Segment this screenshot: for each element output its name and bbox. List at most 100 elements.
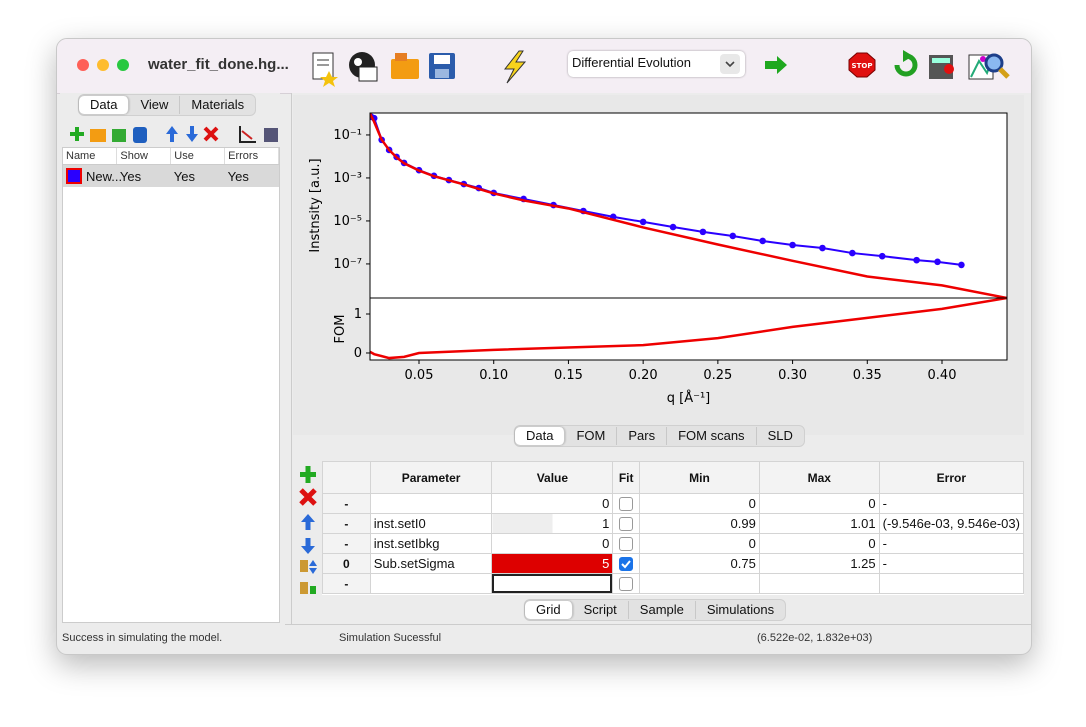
save-button[interactable]: [429, 53, 455, 79]
tab[interactable]: Simulations: [706, 602, 775, 617]
data-point: [878, 252, 886, 260]
tab[interactable]: Grid: [525, 601, 573, 619]
grid-cell-max[interactable]: 0: [758, 493, 880, 514]
y-tick-label: 10⁻⁷: [333, 257, 362, 272]
grid-cell-fit[interactable]: [612, 493, 641, 514]
grid-cell-error[interactable]: -: [878, 553, 1024, 574]
open-button[interactable]: [391, 53, 419, 79]
svg-text:STOP: STOP: [852, 62, 873, 70]
grid-cell-value[interactable]: 5: [491, 553, 614, 574]
grid-cell-min[interactable]: 0: [639, 533, 760, 554]
grid-cell-parameter[interactable]: inst.setIbkg: [369, 533, 493, 554]
grid-cell-fit[interactable]: [612, 533, 641, 554]
x-tick-label: 0.40: [928, 368, 957, 383]
data-row[interactable]: New... Yes Yes Yes: [63, 164, 279, 187]
stop-fit-button[interactable]: STOP: [848, 52, 876, 78]
tab[interactable]: View: [129, 96, 181, 114]
grid-cell-error[interactable]: -: [878, 533, 1024, 554]
add-data-button[interactable]: [70, 127, 84, 141]
grid-row: -: [322, 573, 1024, 594]
tab[interactable]: Pars: [617, 427, 668, 445]
grid-cell-error[interactable]: (-9.546e-03, 9.546e-03): [878, 513, 1024, 534]
grid-cell-max[interactable]: 1.01: [758, 513, 880, 534]
delete-data-button[interactable]: [203, 126, 219, 142]
grid-cell-parameter[interactable]: [369, 493, 493, 514]
grid-cell-value[interactable]: 1: [491, 513, 614, 534]
grid-column-header: Parameter: [369, 461, 493, 494]
grid-cell-max[interactable]: 0: [758, 533, 880, 554]
new-model-button[interactable]: [312, 52, 338, 87]
minimize-button[interactable]: [97, 59, 109, 71]
grid-cell-fit[interactable]: [612, 553, 641, 574]
fit-checkbox[interactable]: [619, 497, 634, 512]
row-header: 0: [322, 553, 371, 574]
grid-cell-min[interactable]: 0.99: [639, 513, 760, 534]
grid-cell-parameter[interactable]: inst.setI0: [369, 513, 493, 534]
tab[interactable]: FOM scans: [667, 427, 757, 445]
y-axis-label: Instnsity [a.u.]: [308, 158, 323, 252]
simulate-button[interactable]: [503, 50, 527, 84]
start-fit-button[interactable]: [765, 56, 787, 74]
fit-checkbox[interactable]: [619, 557, 634, 572]
move-up-button[interactable]: [166, 126, 178, 142]
grid-cell-fit[interactable]: [612, 573, 641, 594]
toolbar: STOP: [312, 50, 994, 87]
plot-settings-button[interactable]: [239, 126, 256, 143]
grid-cell-parameter[interactable]: Sub.setSigma: [369, 553, 493, 574]
y-tick-label: 1: [354, 307, 362, 322]
tab[interactable]: Materials: [191, 97, 245, 112]
tab[interactable]: Script: [573, 601, 629, 619]
grid-cell-max[interactable]: [758, 573, 880, 594]
data-info-button[interactable]: [133, 127, 147, 143]
grid-cell-min[interactable]: 0.75: [639, 553, 760, 574]
import-data-button[interactable]: [90, 129, 106, 142]
row-header: -: [322, 533, 371, 554]
sort-alt-button[interactable]: [300, 582, 316, 594]
column-header: Errors: [224, 148, 279, 165]
optimizer-dropdown[interactable]: Differential Evolution: [568, 51, 745, 77]
cell-text: inst.setIbkg: [373, 536, 440, 551]
zoom-button[interactable]: [117, 59, 129, 71]
tab[interactable]: SLD: [767, 428, 793, 443]
zoom-tool-button[interactable]: [982, 51, 1012, 81]
column-header: Show: [116, 148, 172, 165]
cell-text: 1: [602, 516, 610, 531]
delete-row-button[interactable]: [299, 488, 317, 506]
cell-text: Sub.setSigma: [373, 556, 455, 571]
arrow-icon: [725, 61, 735, 68]
grid-cell-value[interactable]: [491, 573, 614, 594]
grid-cell-min[interactable]: [639, 573, 760, 594]
grid-cell-max[interactable]: 1.25: [758, 553, 880, 574]
move-row-up-button[interactable]: [301, 514, 315, 530]
grid-cell-error[interactable]: [878, 573, 1024, 594]
tab[interactable]: Data: [79, 96, 130, 114]
fit-checkbox[interactable]: [619, 517, 634, 532]
grid-cell-min[interactable]: 0: [639, 493, 760, 514]
close-button[interactable]: [77, 59, 89, 71]
grid-header-row: Parameter Value Fit Min Max Error: [322, 461, 1024, 494]
tab[interactable]: FOM: [565, 427, 618, 445]
add-row-button[interactable]: [300, 466, 316, 483]
cell-text: -: [882, 556, 887, 571]
calculate-errors-button[interactable]: [929, 55, 954, 79]
import-script-button[interactable]: [349, 52, 378, 82]
x-tick-label: 0.35: [853, 368, 882, 383]
tab[interactable]: Sample: [629, 601, 696, 619]
calc-button[interactable]: [264, 128, 278, 142]
axes-frame: [369, 297, 1008, 361]
grid-column-header: Fit: [612, 461, 641, 494]
tab[interactable]: Data: [515, 427, 566, 445]
grid-cell-error[interactable]: -: [878, 493, 1024, 514]
plot-series-group: [370, 113, 1007, 298]
move-row-down-button[interactable]: [301, 538, 315, 554]
duplicate-data-button[interactable]: [112, 129, 126, 142]
grid-cell-value[interactable]: 0: [491, 493, 614, 514]
fit-checkbox[interactable]: [619, 537, 634, 552]
fit-checkbox[interactable]: [619, 577, 634, 592]
move-down-button[interactable]: [186, 126, 198, 142]
grid-cell-value[interactable]: 0: [491, 533, 614, 554]
grid-cell-parameter[interactable]: [369, 573, 493, 594]
restart-fit-button[interactable]: [894, 50, 918, 77]
sort-button[interactable]: [300, 560, 317, 574]
grid-cell-fit[interactable]: [612, 513, 641, 534]
